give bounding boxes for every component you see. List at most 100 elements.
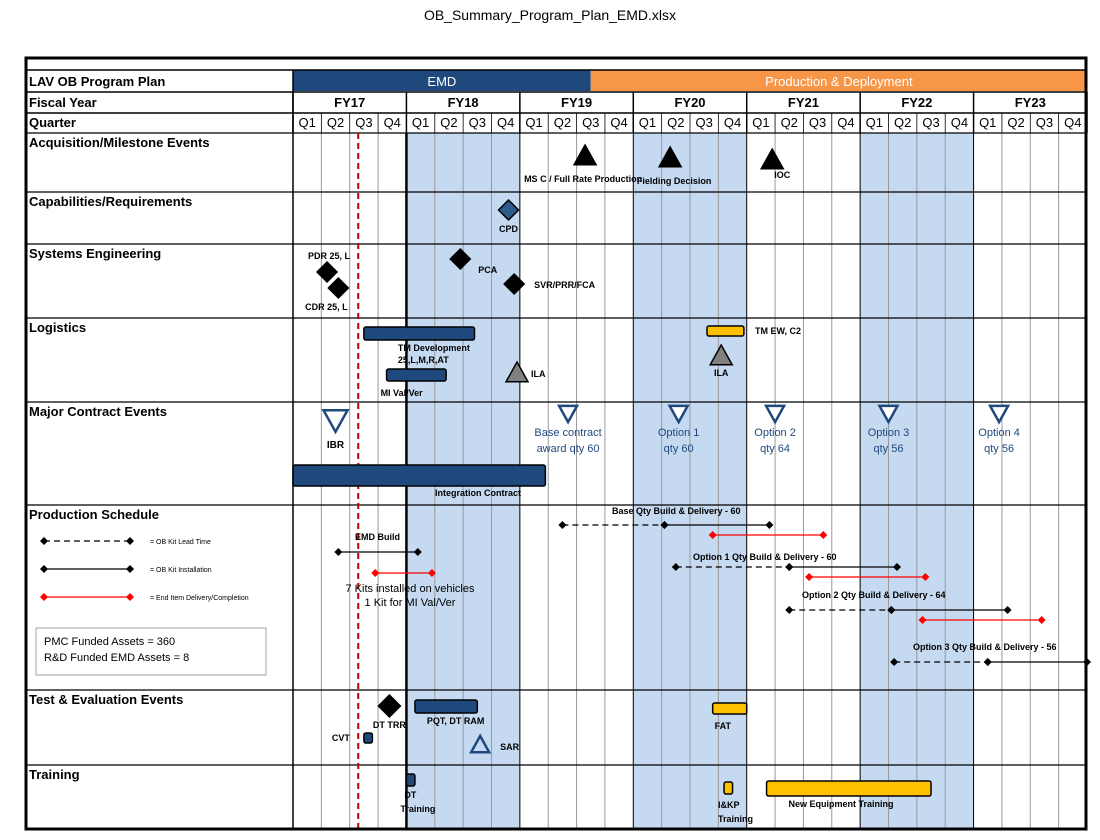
milestone-diamond-marker <box>449 247 472 271</box>
quarter-tick-label: Q1 <box>299 115 316 130</box>
row-label: Capabilities/Requirements <box>29 194 192 209</box>
chart-frame <box>24 56 1088 831</box>
schedule-endpoint-diamond <box>887 606 896 614</box>
schedule-endpoint-diamond <box>126 565 134 573</box>
schedule-endpoint-diamond <box>413 548 422 556</box>
phase-label: Production & Deployment <box>765 74 913 89</box>
milestone-triangle-marker <box>759 147 785 170</box>
milestone-label: award qty 60 <box>537 443 600 455</box>
schedule-endpoint-diamond <box>983 658 992 666</box>
quarter-tick-label: Q2 <box>667 115 684 130</box>
schedule-endpoint-diamond <box>893 563 902 571</box>
quarter-tick-label: Q2 <box>554 115 571 130</box>
row-label: Major Contract Events <box>29 404 167 419</box>
quarter-tick-label: Q2 <box>440 115 457 130</box>
schedule-endpoint-diamond <box>1082 658 1091 666</box>
milestone-label: SVR/PRR/FCA <box>534 280 596 290</box>
schedule-endpoint-diamond <box>126 537 134 545</box>
quarter-tick-label: Q4 <box>951 115 968 130</box>
milestone-triangle-marker <box>657 145 683 168</box>
quarter-tick-label: Q3 <box>809 115 826 130</box>
quarter-tick-label: Q2 <box>1007 115 1024 130</box>
file-title: OB_Summary_Program_Plan_EMD.xlsx <box>423 7 677 23</box>
row-label: Systems Engineering <box>29 246 161 261</box>
activity-bar <box>706 325 745 337</box>
schedule-endpoint-diamond <box>40 537 48 545</box>
quarter-header: Quarter <box>29 115 76 130</box>
milestone-label: Option 4 <box>978 427 1020 439</box>
phase-bar <box>293 70 591 91</box>
milestone-label: Option 2 <box>754 427 796 439</box>
contract-event-marker <box>763 404 787 425</box>
quarter-tick-label: Q4 <box>837 115 854 130</box>
funding-note-box <box>35 627 267 676</box>
activity-bar <box>414 699 479 714</box>
milestone-label: qty 56 <box>874 443 904 455</box>
milestone-label: ILA <box>714 368 729 378</box>
schedule-endpoint-diamond <box>1003 606 1012 614</box>
schedule-label: EMD Build <box>355 532 400 542</box>
activity-bar <box>405 773 416 787</box>
schedule-endpoint-diamond <box>40 565 48 573</box>
contract-event-marker <box>667 404 690 425</box>
row-label: Training <box>29 767 80 782</box>
activity-bar-label: TM EW, C2 <box>755 326 801 336</box>
activity-bar-label: DT <box>404 790 416 800</box>
schedule-endpoint-diamond <box>918 616 927 624</box>
quarter-tick-label: Q4 <box>610 115 627 130</box>
row-label: Test & Evaluation Events <box>29 692 183 707</box>
milestone-label: MS C / Full Rate Production <box>524 174 642 184</box>
schedule-label: Option 2 Qty Build & Delivery - 64 <box>802 590 946 600</box>
funding-note: PMC Funded Assets = 360 <box>44 636 175 648</box>
quarter-tick-label: Q1 <box>979 115 996 130</box>
milestone-label: Fielding Decision <box>637 176 712 186</box>
activity-bar-label: PQT, DT RAM <box>427 716 485 726</box>
schedule-endpoint-diamond <box>785 563 794 571</box>
schedule-label: Option 3 Qty Build & Delivery - 56 <box>913 642 1057 652</box>
quarter-tick-label: Q2 <box>327 115 344 130</box>
activity-bar-label: I&KP <box>718 800 740 810</box>
schedule-endpoint-diamond <box>371 569 380 577</box>
activity-bar-label: Training <box>400 804 435 814</box>
milestone-diamond-marker <box>327 276 350 300</box>
milestone-triangle-marker <box>572 143 598 166</box>
fiscal-year-label: FY19 <box>561 95 592 110</box>
quarter-tick-label: Q4 <box>724 115 741 130</box>
schedule-endpoint-diamond <box>708 531 717 539</box>
activity-bar-label: TM Development <box>398 343 470 353</box>
contract-event-marker <box>877 404 900 425</box>
schedule-endpoint-diamond <box>558 521 567 529</box>
schedule-endpoint-diamond <box>334 548 343 556</box>
schedule-endpoint-diamond <box>1037 616 1046 624</box>
schedule-label: 7 Kits installed on vehicles <box>345 583 475 595</box>
milestone-label: SAR <box>500 742 520 752</box>
phase-bar <box>590 70 1087 91</box>
milestone-label: CPD <box>499 224 519 234</box>
milestone-diamond-marker <box>503 272 526 296</box>
quarter-tick-label: Q3 <box>469 115 486 130</box>
milestone-label: CDR 25, L <box>305 302 348 312</box>
milestone-label: Option 3 <box>868 427 910 439</box>
row-label: Logistics <box>29 320 86 335</box>
milestone-triangle-marker <box>708 343 734 366</box>
quarter-tick-label: Q3 <box>582 115 599 130</box>
quarter-tick-label: Q1 <box>412 115 429 130</box>
quarter-tick-label: Q2 <box>894 115 911 130</box>
activity-bar <box>363 732 374 744</box>
milestone-label: DT TRR <box>373 720 406 730</box>
activity-bar-label: 25,L,M,R,AT <box>398 355 449 365</box>
schedule-endpoint-diamond <box>890 658 899 666</box>
phase-label: EMD <box>427 74 456 89</box>
fiscal-year-label: FY23 <box>1015 95 1046 110</box>
contract-event-marker <box>556 404 580 425</box>
milestone-triangle-marker <box>504 360 530 383</box>
schedule-endpoint-diamond <box>805 573 814 581</box>
quarter-tick-label: Q3 <box>696 115 713 130</box>
milestone-diamond-marker <box>377 693 402 719</box>
fiscal-year-label: FY20 <box>674 95 705 110</box>
funding-note: R&D Funded EMD Assets = 8 <box>44 652 189 664</box>
quarter-tick-label: Q1 <box>639 115 656 130</box>
milestone-diamond-marker <box>497 198 520 222</box>
chart-title: LAV OB Program Plan <box>29 74 165 89</box>
milestone-label: Option 1 <box>658 427 700 439</box>
